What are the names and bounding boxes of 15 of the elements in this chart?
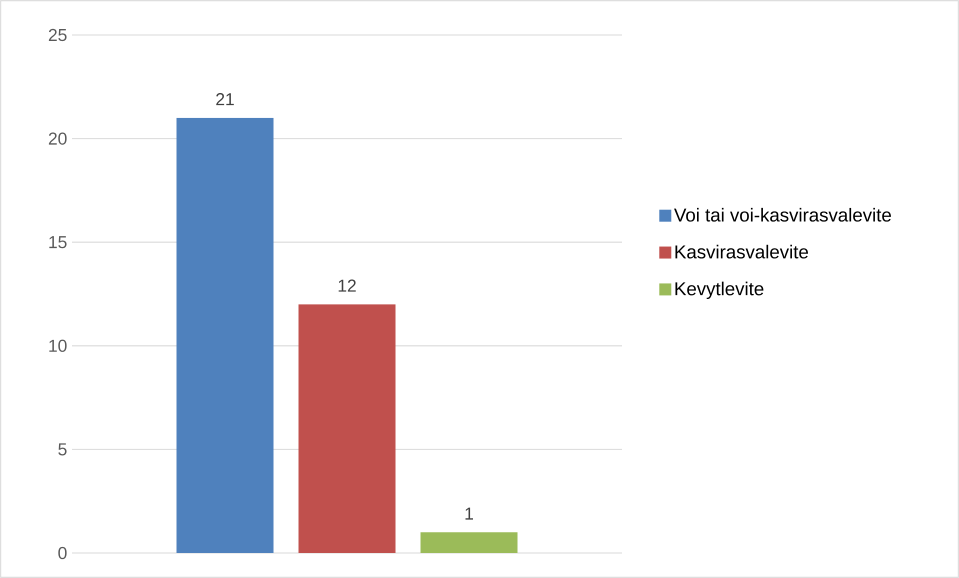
y-tick-label: 0 xyxy=(58,546,67,560)
y-tick-label: 20 xyxy=(48,132,67,145)
data-label: 21 xyxy=(216,93,234,106)
legend-label: Voi tai voi-kasvirasvalevite xyxy=(674,208,891,222)
legend-label: Kasvirasvalevite xyxy=(675,244,808,259)
bar xyxy=(298,304,396,553)
data-label: 1 xyxy=(466,508,473,520)
y-tick-label: 25 xyxy=(48,28,67,42)
bar xyxy=(176,118,274,553)
bar xyxy=(420,532,518,553)
y-tick-label: 10 xyxy=(49,340,67,352)
y-tick-label: 15 xyxy=(49,236,67,248)
y-tick-label: 5 xyxy=(58,443,67,456)
data-label: 12 xyxy=(338,280,356,292)
legend-label: Kevytlevite xyxy=(675,282,764,300)
